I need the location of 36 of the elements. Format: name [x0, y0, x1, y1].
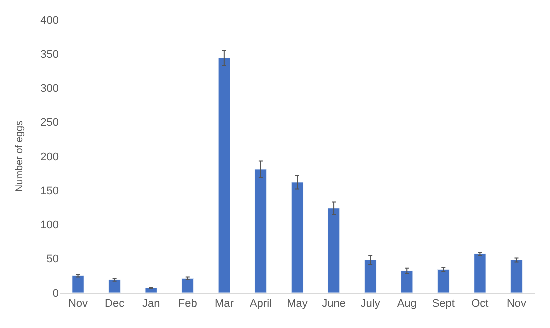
x-tick-label: Jan	[142, 298, 160, 310]
bar	[108, 280, 121, 293]
y-tick-label: 150	[40, 185, 59, 198]
x-tick-label: June	[322, 298, 346, 310]
x-tick-label: Nov	[68, 298, 89, 310]
bar	[182, 278, 194, 293]
bar	[254, 169, 268, 293]
bar	[438, 270, 450, 293]
x-tick-label: Nov	[506, 298, 528, 310]
x-tick-label: Mar	[214, 298, 234, 310]
y-tick-label: 0	[52, 288, 59, 300]
y-tick-label: 100	[40, 220, 59, 232]
bar	[401, 270, 414, 293]
x-tick-label: Feb	[178, 298, 198, 310]
y-tick-label: 250	[40, 117, 59, 130]
x-tick-label: Sept	[432, 298, 455, 310]
y-axis-title: Number of eggs	[14, 120, 26, 192]
bar	[510, 260, 523, 293]
y-tick-label: 300	[40, 83, 59, 96]
x-tick-label: Aug	[397, 298, 417, 310]
bar	[218, 58, 231, 293]
x-tick-label: Dec	[105, 298, 126, 310]
bar	[291, 182, 304, 293]
y-tick-label: 50	[46, 254, 59, 266]
y-tick-label: 400	[40, 14, 59, 27]
x-tick-label: Oct	[472, 298, 489, 310]
x-tick-label: April	[250, 298, 272, 310]
x-tick-label: July	[360, 298, 381, 310]
bar	[328, 208, 340, 293]
bar	[72, 276, 84, 293]
bar	[145, 288, 158, 293]
x-tick-label: May	[287, 298, 308, 310]
y-tick-label: 200	[40, 151, 59, 164]
bar	[474, 254, 486, 293]
y-tick-label: 350	[40, 48, 59, 61]
bar	[364, 260, 377, 293]
